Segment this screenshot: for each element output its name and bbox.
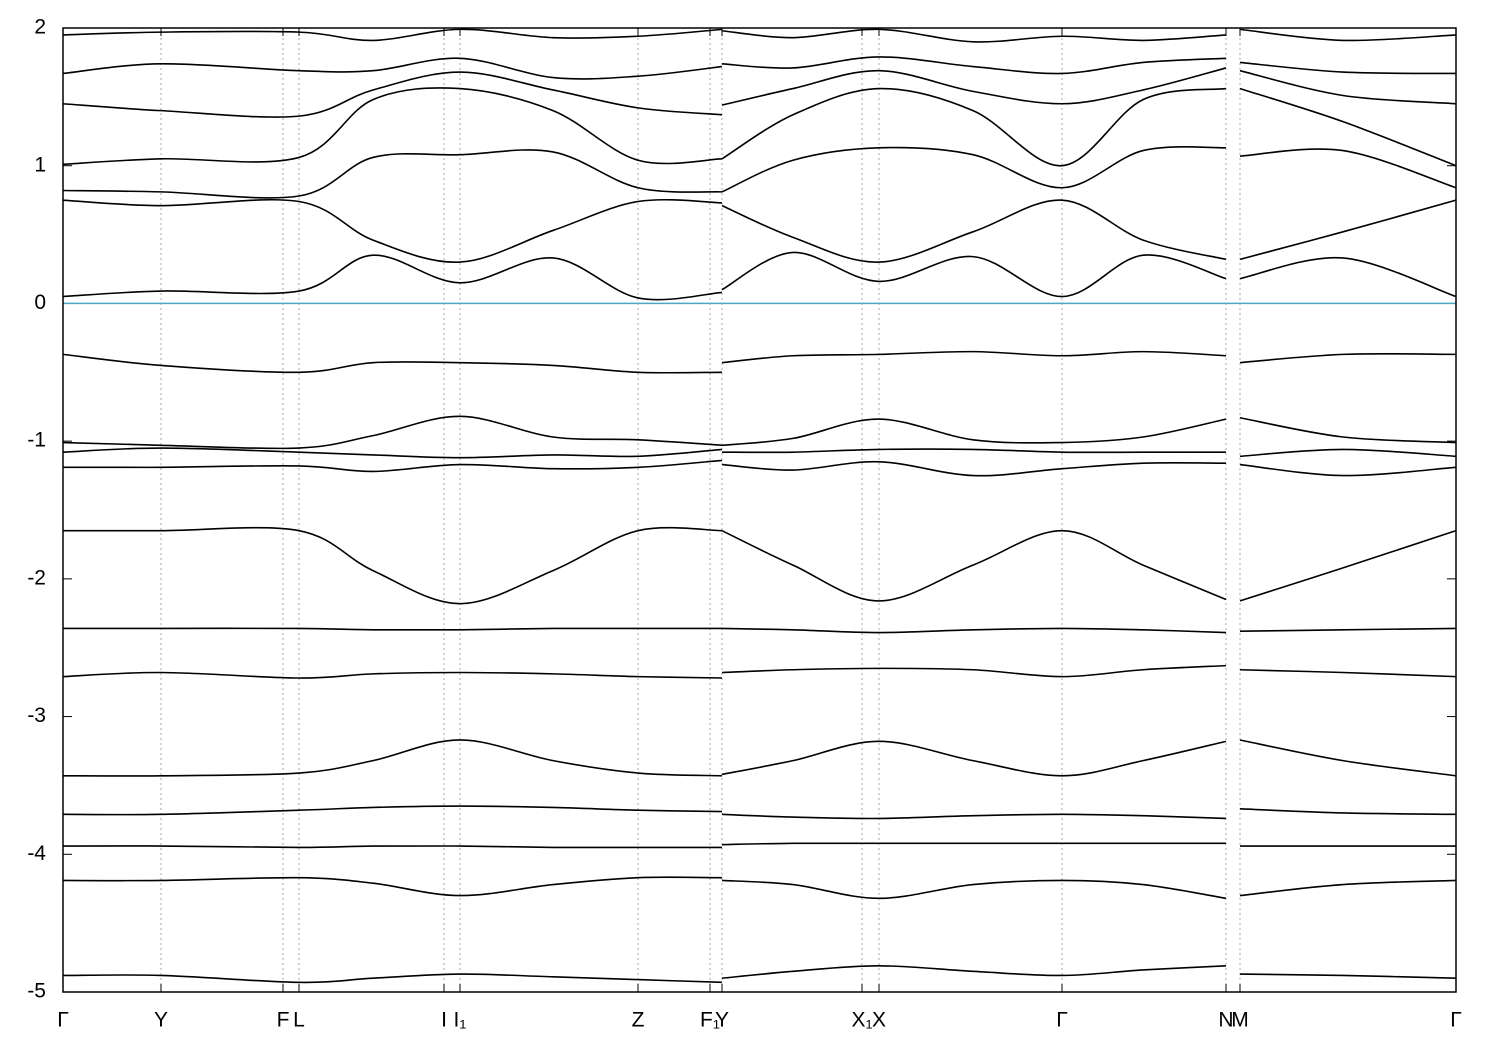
band-line xyxy=(62,146,1457,199)
x-tick-label: M xyxy=(1231,1009,1249,1032)
x-tick-label: Y xyxy=(154,1009,168,1032)
x-tick-label: F₁ xyxy=(700,1009,720,1032)
x-tick-label: Y xyxy=(715,1009,729,1032)
y-tick-label: 1 xyxy=(34,153,46,176)
band-line xyxy=(62,28,1457,43)
band-line xyxy=(62,67,1457,118)
y-tick-label: -1 xyxy=(27,429,46,452)
y-tick-label: -5 xyxy=(27,980,46,1003)
band-line xyxy=(63,526,1457,605)
band-line xyxy=(62,415,1457,450)
x-tick-label: L xyxy=(293,1009,305,1032)
x-tick-label: I₁ xyxy=(454,1009,467,1032)
x-tick-label: N xyxy=(1218,1009,1233,1032)
band-line xyxy=(62,350,1457,374)
band-line xyxy=(62,965,1457,984)
y-tick-label: -4 xyxy=(27,842,46,865)
x-tick-label: X₁ xyxy=(851,1009,872,1032)
band-line xyxy=(62,805,1457,820)
x-tick-label: Γ xyxy=(57,1009,69,1032)
band-line xyxy=(62,56,1457,80)
band-line xyxy=(62,739,1457,777)
y-tick-label: -3 xyxy=(27,704,46,727)
band-line xyxy=(62,876,1457,900)
band-line xyxy=(62,627,1457,634)
band-line xyxy=(62,842,1456,849)
band-line xyxy=(62,447,1457,459)
y-tick-label: 2 xyxy=(34,16,46,39)
x-tick-label: Γ xyxy=(1450,1009,1462,1032)
y-tick-label: 0 xyxy=(34,291,46,314)
band-line xyxy=(62,459,1457,477)
band-line xyxy=(62,87,1457,167)
x-tick-label: I xyxy=(441,1009,447,1032)
x-tick-label: X xyxy=(872,1009,886,1032)
y-tick-label: -2 xyxy=(27,566,46,589)
band-line xyxy=(62,664,1457,679)
plot-frame xyxy=(62,27,1457,993)
x-tick-label: Γ xyxy=(1056,1009,1068,1032)
band-line xyxy=(62,198,1457,263)
band-line xyxy=(62,251,1457,301)
x-tick-label: F xyxy=(277,1009,290,1032)
x-tick-label: Z xyxy=(632,1009,645,1032)
